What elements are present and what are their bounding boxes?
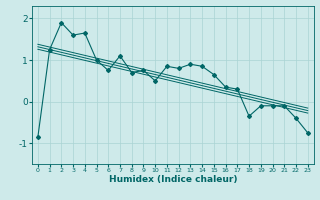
X-axis label: Humidex (Indice chaleur): Humidex (Indice chaleur) (108, 175, 237, 184)
